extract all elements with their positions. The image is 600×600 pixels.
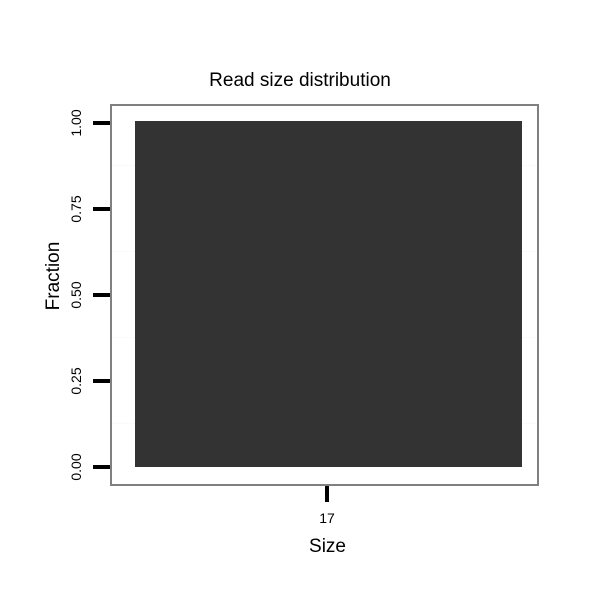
chart-title: Read size distribution: [209, 70, 391, 91]
y-tick-label-4: 0.25: [68, 367, 84, 395]
x-tick-label-17: 17: [319, 510, 335, 526]
y-tick-label-2: 0.75: [68, 195, 84, 223]
y-tick-mark-0.25: [93, 379, 110, 383]
x-axis-label: Size: [309, 536, 346, 557]
y-tick-label-3: 0.50: [68, 281, 84, 309]
y-tick-mark-1.00: [93, 121, 110, 125]
plot-area: [112, 106, 537, 484]
y-axis-label: Fraction: [43, 241, 64, 311]
bar-17[interactable]: [135, 121, 522, 467]
y-tick-mark-0.50: [93, 293, 110, 297]
y-tick-mark-0.75: [93, 207, 110, 211]
y-tick-label-5: 0.00: [68, 453, 84, 481]
y-tick-mark-0.00: [93, 465, 110, 469]
x-tick-mark-17: [325, 486, 329, 502]
y-tick-label-1: 1.00: [68, 109, 84, 137]
